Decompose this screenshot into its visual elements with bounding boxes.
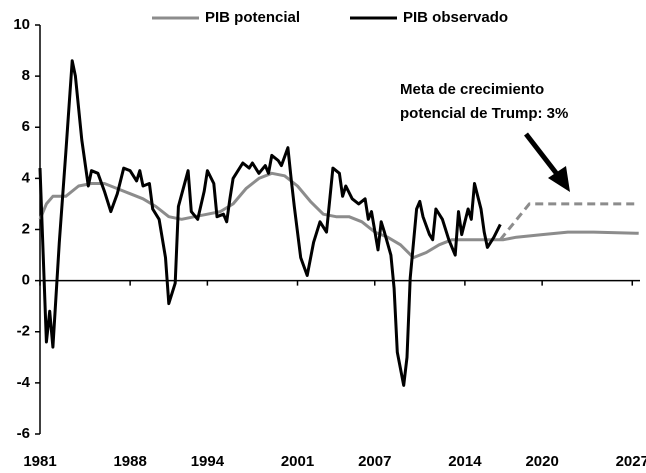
y-tick-label: 4 — [22, 169, 31, 186]
x-tick-label: 1988 — [113, 453, 146, 470]
y-tick-label: 10 — [13, 16, 30, 33]
series-line — [38, 171, 639, 260]
x-tick-label: 2001 — [281, 453, 314, 470]
x-tick-label: 2027 — [616, 453, 646, 470]
projection-line — [499, 202, 639, 241]
series-line — [38, 59, 502, 387]
x-tick-label: 2020 — [525, 453, 558, 470]
arrow — [524, 132, 570, 192]
y-tick-label: 6 — [22, 118, 30, 135]
x-tick-label: 1981 — [23, 453, 56, 470]
x-tick-label: 1994 — [191, 453, 225, 470]
annotation: potencial de Trump: 3% — [400, 105, 568, 122]
y-tick-label: -6 — [17, 425, 30, 442]
y-tick-label: 0 — [22, 272, 30, 289]
y-tick-label: -4 — [17, 374, 31, 391]
y-tick-label: -2 — [17, 323, 30, 340]
legend-label: PIB observado — [403, 9, 508, 26]
x-tick-label: 2014 — [448, 453, 482, 470]
y-tick-label: 8 — [22, 67, 30, 84]
x-tick-label: 2007 — [358, 453, 391, 470]
y-tick-label: 2 — [22, 220, 30, 237]
annotation: Meta de crecimiento — [400, 81, 544, 98]
legend-label: PIB potencial — [205, 9, 300, 26]
